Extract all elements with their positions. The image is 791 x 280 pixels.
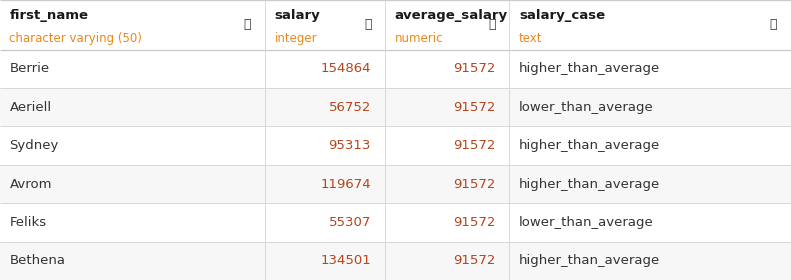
Bar — [0, 0, 791, 50]
Bar — [0, 203, 791, 242]
Text: average_salary: average_salary — [395, 9, 508, 22]
Text: salary_case: salary_case — [519, 9, 605, 22]
Text: higher_than_average: higher_than_average — [519, 178, 660, 191]
Text: Bethena: Bethena — [9, 254, 66, 267]
Text: numeric: numeric — [395, 32, 443, 45]
Text: 91572: 91572 — [452, 101, 495, 114]
Text: lower_than_average: lower_than_average — [519, 216, 653, 229]
Bar — [0, 127, 791, 165]
Text: 91572: 91572 — [452, 178, 495, 191]
Bar — [0, 50, 791, 88]
Bar — [0, 165, 791, 203]
Text: higher_than_average: higher_than_average — [519, 139, 660, 152]
Text: higher_than_average: higher_than_average — [519, 62, 660, 75]
Text: ⚿: ⚿ — [488, 18, 496, 31]
Text: 55307: 55307 — [328, 216, 371, 229]
Text: 119674: 119674 — [320, 178, 371, 191]
Text: higher_than_average: higher_than_average — [519, 254, 660, 267]
Text: text: text — [519, 32, 543, 45]
Text: 91572: 91572 — [452, 254, 495, 267]
Text: 91572: 91572 — [452, 62, 495, 75]
Text: integer: integer — [274, 32, 317, 45]
Text: Aeriell: Aeriell — [9, 101, 51, 114]
Text: 95313: 95313 — [328, 139, 371, 152]
Text: Berrie: Berrie — [9, 62, 50, 75]
Text: Avrom: Avrom — [9, 178, 52, 191]
Text: 91572: 91572 — [452, 216, 495, 229]
Text: 91572: 91572 — [452, 139, 495, 152]
Text: 56752: 56752 — [328, 101, 371, 114]
Text: 134501: 134501 — [320, 254, 371, 267]
Text: salary: salary — [274, 9, 320, 22]
Bar — [0, 88, 791, 127]
Text: lower_than_average: lower_than_average — [519, 101, 653, 114]
Text: ⚿: ⚿ — [244, 18, 252, 31]
Text: 154864: 154864 — [320, 62, 371, 75]
Text: ⚿: ⚿ — [770, 18, 778, 31]
Text: Feliks: Feliks — [9, 216, 47, 229]
Text: Sydney: Sydney — [9, 139, 59, 152]
Text: character varying (50): character varying (50) — [9, 32, 142, 45]
Bar — [0, 242, 791, 280]
Text: ⚿: ⚿ — [364, 18, 372, 31]
Text: first_name: first_name — [9, 9, 89, 22]
